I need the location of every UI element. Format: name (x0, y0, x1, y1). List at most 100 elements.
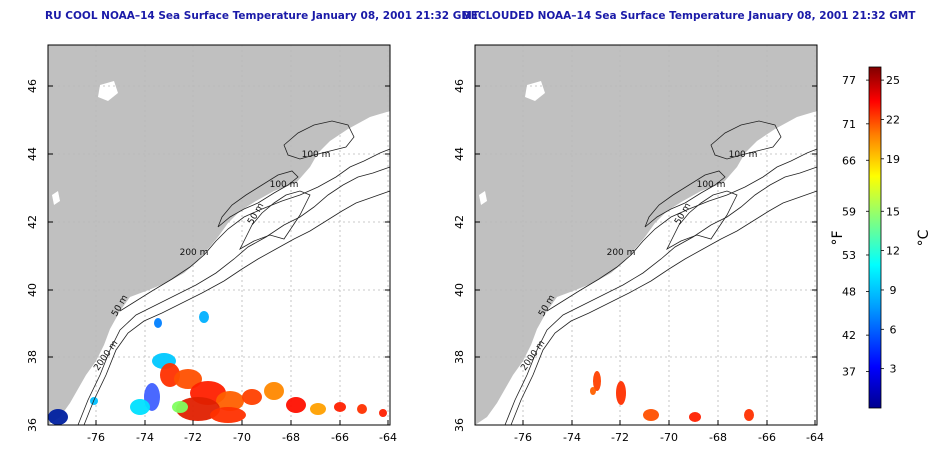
y-tick-label: 38 (453, 350, 466, 364)
celsius-tick-label: 9 (890, 284, 897, 297)
depth-contour (510, 190, 818, 426)
fahrenheit-tick-label: 71 (842, 118, 856, 131)
sst-patch (48, 409, 68, 425)
fahrenheit-axis-label: °F (830, 230, 846, 245)
sst-patch (334, 402, 346, 412)
celsius-tick-label: 19 (886, 153, 900, 166)
lake (52, 191, 60, 205)
contour-label: 100 m (270, 180, 299, 190)
bay-water (521, 361, 541, 379)
x-tick-label: -68 (282, 431, 300, 444)
sst-patches (48, 311, 387, 425)
x-tick-label: -74 (136, 431, 154, 444)
x-tick-label: -74 (563, 431, 581, 444)
fahrenheit-tick-label: 66 (842, 154, 856, 167)
sst-patch (199, 311, 209, 323)
y-tick-label: 42 (453, 215, 466, 229)
sst-patch (210, 407, 246, 423)
sst-patch (154, 318, 162, 328)
y-tick-label: 38 (26, 350, 39, 364)
sst-patch (643, 409, 659, 421)
depth-contour (119, 148, 391, 312)
map-frame (474, 44, 818, 426)
contour-label: 200 m (180, 248, 209, 258)
sst-patch (286, 397, 306, 413)
fahrenheit-tick-label: 48 (842, 285, 856, 298)
y-tick-label: 36 (26, 418, 39, 432)
contour-label: 100 m (302, 150, 331, 160)
y-tick-label: 40 (26, 283, 39, 297)
sst-patch (593, 371, 601, 391)
fahrenheit-tick-label: 53 (842, 249, 856, 262)
sst-patch (616, 381, 626, 405)
bathymetry-contours (77, 120, 391, 426)
sst-patch (130, 399, 150, 415)
fahrenheit-tick-label: 59 (842, 205, 856, 218)
x-tick-label: -72 (611, 431, 629, 444)
y-tick-label: 46 (26, 79, 39, 93)
x-tick-label: -64 (379, 431, 397, 444)
celsius-tick-label: 6 (890, 323, 897, 336)
fahrenheit-tick-label: 37 (842, 366, 856, 379)
land-area (48, 45, 390, 425)
sst-patch (379, 409, 387, 417)
x-tick-label: -76 (87, 431, 105, 444)
contour-label: 200 m (607, 248, 636, 258)
land-area (475, 45, 817, 425)
depth-contour (217, 170, 299, 228)
x-tick-label: -66 (331, 431, 349, 444)
sst-patch (172, 401, 188, 413)
fahrenheit-tick-label: 42 (842, 329, 856, 342)
celsius-axis-label: °C (916, 229, 932, 246)
colorbar: 25 22 19 15 12 9 6 3 77 71 66 59 53 48 42 37 °F °C (830, 66, 932, 409)
x-tick-label: -68 (709, 431, 727, 444)
celsius-tick-label: 3 (890, 363, 897, 376)
celsius-tick-label: 15 (886, 205, 900, 218)
sst-patch (242, 389, 262, 405)
sst-patch (689, 412, 701, 422)
sst-patch (216, 391, 244, 411)
contour-label: 100 m (729, 150, 758, 160)
depth-contour (77, 166, 391, 426)
x-tick-label: -70 (660, 431, 678, 444)
x-tick-label: -70 (233, 431, 251, 444)
y-tick-label: 44 (453, 147, 466, 161)
x-tick-label: -72 (184, 431, 202, 444)
depth-contour (239, 190, 311, 251)
y-tick-label: 46 (453, 79, 466, 93)
colorbar-scale (868, 66, 882, 409)
depth-contour (504, 166, 818, 426)
lake (479, 191, 487, 205)
sst-patch (590, 387, 596, 395)
sst-patch (264, 382, 284, 400)
bay-water (94, 361, 114, 379)
y-tick-label: 42 (26, 215, 39, 229)
sst-patches (590, 371, 754, 422)
map-frame (47, 44, 391, 426)
left-panel-title: RU COOL NOAA–14 Sea Surface Temperature … (45, 10, 479, 22)
celsius-tick-label: 22 (886, 113, 900, 126)
y-tick-label: 44 (26, 147, 39, 161)
y-tick-label: 40 (453, 283, 466, 297)
sst-patch (310, 403, 326, 415)
sst-patch (176, 397, 220, 421)
y-tick-label: 36 (453, 418, 466, 432)
depth-contour (644, 170, 726, 228)
sst-patch (357, 404, 367, 414)
celsius-tick-label: 25 (886, 74, 900, 87)
depth-contour (83, 190, 391, 426)
depth-contour (710, 120, 782, 160)
x-tick-label: -76 (514, 431, 532, 444)
x-tick-label: -64 (806, 431, 824, 444)
contour-label: 100 m (697, 180, 726, 190)
x-tick-label: -66 (758, 431, 776, 444)
fahrenheit-tick-label: 77 (842, 74, 856, 87)
depth-contour (666, 190, 738, 251)
celsius-tick-label: 12 (886, 245, 900, 258)
depth-contour (546, 148, 818, 312)
sst-patch (174, 369, 202, 389)
right-panel-title: DECLOUDED NOAA–14 Sea Surface Temperatur… (462, 10, 916, 22)
